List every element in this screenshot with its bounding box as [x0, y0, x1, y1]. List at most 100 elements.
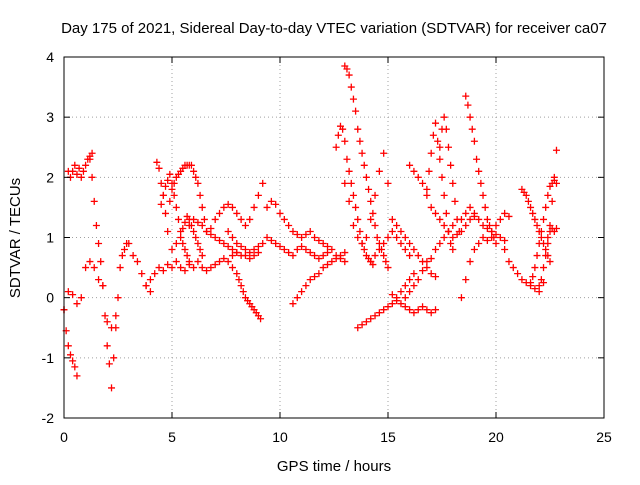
data-point: [185, 258, 193, 266]
data-point: [531, 264, 539, 272]
data-point: [419, 267, 427, 275]
data-point: [542, 252, 550, 260]
data-point: [475, 215, 483, 223]
data-point: [289, 227, 297, 235]
y-tick-label: 1: [46, 230, 54, 246]
data-point: [315, 255, 323, 263]
data-point: [159, 267, 167, 275]
data-point: [475, 167, 483, 175]
data-point: [343, 155, 351, 163]
data-point: [71, 363, 79, 371]
data-point: [64, 288, 72, 296]
data-point: [341, 249, 349, 257]
data-point: [367, 315, 375, 323]
data-point: [302, 282, 310, 290]
data-point: [449, 246, 457, 254]
data-point: [155, 164, 163, 172]
data-point: [207, 224, 215, 232]
data-point: [166, 170, 174, 178]
series-arc-24: [423, 119, 457, 254]
data-point: [293, 294, 301, 302]
data-point: [196, 246, 204, 254]
data-point: [315, 270, 323, 278]
data-point: [224, 227, 232, 235]
data-point: [267, 197, 275, 205]
data-point: [66, 351, 74, 359]
data-point: [183, 252, 191, 260]
data-point: [159, 191, 167, 199]
data-point: [479, 234, 487, 241]
data-point: [362, 318, 370, 326]
data-point: [470, 246, 478, 254]
data-point: [529, 209, 537, 217]
data-point: [343, 65, 351, 73]
data-point: [151, 270, 159, 278]
data-point: [181, 218, 189, 226]
data-point: [324, 261, 332, 269]
data-point: [540, 264, 548, 272]
data-point: [334, 131, 342, 139]
data-point: [406, 288, 414, 296]
data-point: [324, 243, 332, 251]
data-point: [192, 234, 200, 241]
y-tick-label: 4: [46, 49, 54, 65]
data-point: [172, 240, 180, 248]
data-point: [293, 230, 301, 238]
data-point: [367, 197, 375, 205]
data-point: [352, 203, 360, 211]
data-point: [142, 282, 150, 290]
data-point: [354, 324, 362, 332]
data-point: [302, 246, 310, 254]
data-point: [496, 215, 504, 223]
data-point: [157, 179, 165, 187]
data-point: [69, 291, 77, 299]
data-point: [207, 230, 215, 238]
data-point: [552, 224, 560, 232]
data-point: [371, 221, 379, 229]
data-point: [518, 276, 526, 284]
data-point: [267, 237, 275, 245]
data-point: [349, 191, 357, 199]
data-point: [250, 252, 258, 260]
data-point: [436, 143, 444, 151]
data-point: [203, 227, 211, 235]
data-point: [332, 255, 340, 263]
data-point: [358, 321, 366, 329]
data-point: [125, 240, 133, 248]
data-point: [194, 240, 202, 248]
series-arc-30: [518, 185, 554, 266]
data-point: [533, 252, 541, 260]
data-point: [347, 179, 355, 187]
data-point: [354, 125, 362, 133]
data-point: [462, 92, 470, 100]
data-point: [254, 243, 262, 251]
data-point: [365, 185, 373, 193]
data-point: [95, 276, 103, 284]
data-point: [349, 221, 357, 229]
data-point: [501, 246, 509, 254]
data-point: [170, 191, 178, 199]
data-point: [362, 234, 370, 241]
data-point: [406, 252, 414, 260]
series-arc-27: [457, 203, 513, 235]
data-point: [384, 303, 392, 311]
data-point: [99, 282, 107, 290]
data-point: [509, 264, 517, 272]
data-point: [440, 234, 448, 241]
data-point: [423, 258, 431, 266]
data-point: [401, 294, 409, 302]
data-point: [406, 161, 414, 169]
data-point: [388, 227, 396, 235]
series-arc-2: [64, 149, 96, 181]
data-point: [496, 234, 504, 241]
series-arc-4: [60, 258, 120, 332]
data-point: [118, 252, 126, 260]
data-point: [429, 131, 437, 139]
data-point: [250, 203, 258, 211]
data-point: [380, 149, 388, 157]
data-point: [432, 209, 440, 217]
data-point: [339, 125, 347, 133]
data-point: [332, 143, 340, 151]
data-point: [146, 276, 154, 284]
data-point: [423, 185, 431, 193]
